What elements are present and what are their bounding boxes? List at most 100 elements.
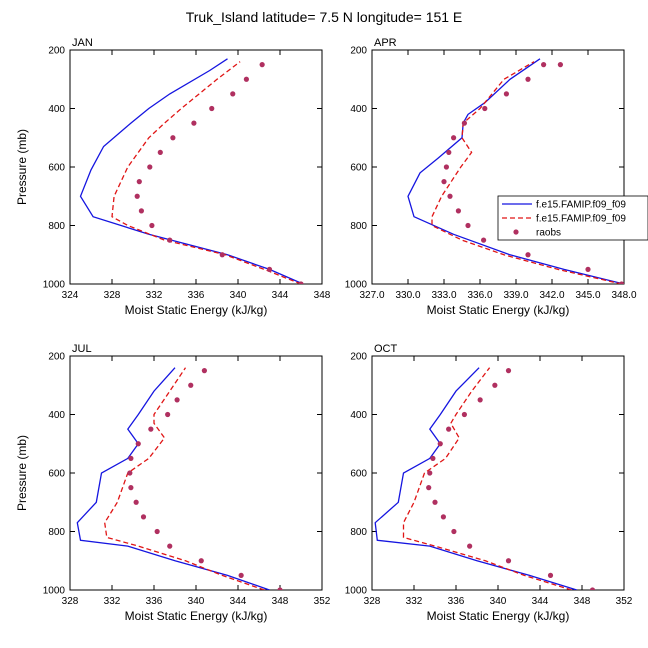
series-line-dashed [104,367,265,590]
series-group [407,58,624,284]
plot-frame [371,355,625,591]
raobs-point [138,208,144,214]
raobs-point [589,587,596,590]
raobs-point [133,499,139,505]
raobs-point [230,91,236,97]
raobs-point [140,514,147,520]
plot-frame [69,355,323,591]
y-tick-label: 1000 [345,586,368,597]
x-tick-label: 332 [104,596,121,607]
raobs-point [148,426,154,432]
x-tick-label: 344 [532,596,549,607]
x-axis-label: Moist Static Energy (kJ/kg) [427,609,570,623]
y-tick-label: 200 [48,46,65,57]
y-tick-label: 600 [48,163,65,174]
raobs-point [446,426,452,432]
raobs-point [465,222,471,229]
x-tick-label: 336.0 [467,290,492,301]
raobs-point [219,252,225,258]
raobs-point [430,455,436,461]
raobs-point [440,514,446,520]
x-tick-label: 345.0 [575,290,600,301]
raobs-point [503,91,509,97]
y-tick-label: 400 [48,104,65,115]
raobs-point [167,543,173,549]
raobs-point [441,179,447,185]
raobs-point [461,411,467,418]
y-tick-label: 200 [350,46,367,57]
y-tick-label: 800 [48,221,65,232]
x-tick-label: 336 [188,290,205,301]
x-tick-label: 336 [146,596,163,607]
x-tick-label: 348 [272,596,289,607]
series-line-solid [407,58,624,284]
raobs-point [427,470,433,476]
y-tick-label: 1000 [43,280,66,291]
y-tick-label: 1000 [43,586,66,597]
x-tick-label: 324 [62,290,79,301]
panel-label: APR [374,37,397,49]
x-tick-label: 348 [314,290,331,301]
raobs-point [201,368,207,374]
y-axis-label: Pressure (mb) [15,435,29,511]
y-tick-label: 800 [48,527,65,538]
series-group [76,367,283,590]
raobs-point [191,120,197,126]
x-tick-label: 340 [230,290,247,301]
y-tick-label: 400 [48,410,65,421]
panel-label: JUL [72,343,92,355]
raobs-point [209,105,215,112]
raobs-point [298,281,304,284]
y-tick-label: 1000 [345,280,368,291]
raobs-point [505,368,512,374]
series-line-solid [374,367,577,590]
raobs-point [557,62,564,68]
plot-frame [69,49,323,285]
series-group [374,367,596,590]
y-tick-label: 200 [48,352,65,363]
raobs-point [147,164,153,170]
x-axis-label: Moist Static Energy (kJ/kg) [427,303,570,317]
x-tick-label: 344 [272,290,289,301]
raobs-point [437,441,443,447]
y-axis-label: Pressure (mb) [15,129,29,205]
raobs-point [165,411,171,418]
x-tick-label: 330.0 [395,290,420,301]
y-tick-label: 800 [350,527,367,538]
x-tick-label: 340 [490,596,507,607]
x-tick-label: 328 [104,290,121,301]
raobs-point [174,397,180,403]
raobs-point [157,149,163,155]
raobs-point [188,382,194,388]
raobs-point [525,252,531,258]
raobs-point [541,62,547,68]
raobs-point [149,222,155,229]
legend-marker-dot [513,229,519,235]
y-tick-label: 400 [350,104,367,115]
raobs-point [467,543,473,549]
legend-label: raobs [536,228,561,239]
raobs-point [238,572,244,578]
y-tick-label: 600 [350,163,367,174]
panel-label: JAN [72,37,93,49]
x-tick-label: 328 [62,596,79,607]
y-tick-label: 400 [350,410,367,421]
panel-jul: 328 332 336 340 344 348 352 200 400 600 800 1000 JUL… [15,343,331,623]
legend-label: f.e15.FAMIP.f09_f09 [536,214,626,225]
raobs-point [525,76,531,82]
y-tick-label: 600 [48,469,65,480]
x-tick-label: 352 [314,596,331,607]
y-tick-label: 800 [350,221,367,232]
raobs-point [135,441,141,447]
raobs-point [451,528,457,535]
x-tick-label: 333.0 [431,290,456,301]
raobs-point [619,281,624,284]
plot-frame [371,49,625,285]
raobs-point [492,382,498,388]
x-tick-label: 344 [230,596,247,607]
x-tick-label: 332 [146,290,163,301]
x-tick-label: 339.0 [503,290,528,301]
panel-oct: 328 332 336 340 344 348 352 200 400 600 800 1000 OCT… [345,343,633,623]
raobs-point [505,558,512,564]
x-tick-label: 352 [616,596,633,607]
